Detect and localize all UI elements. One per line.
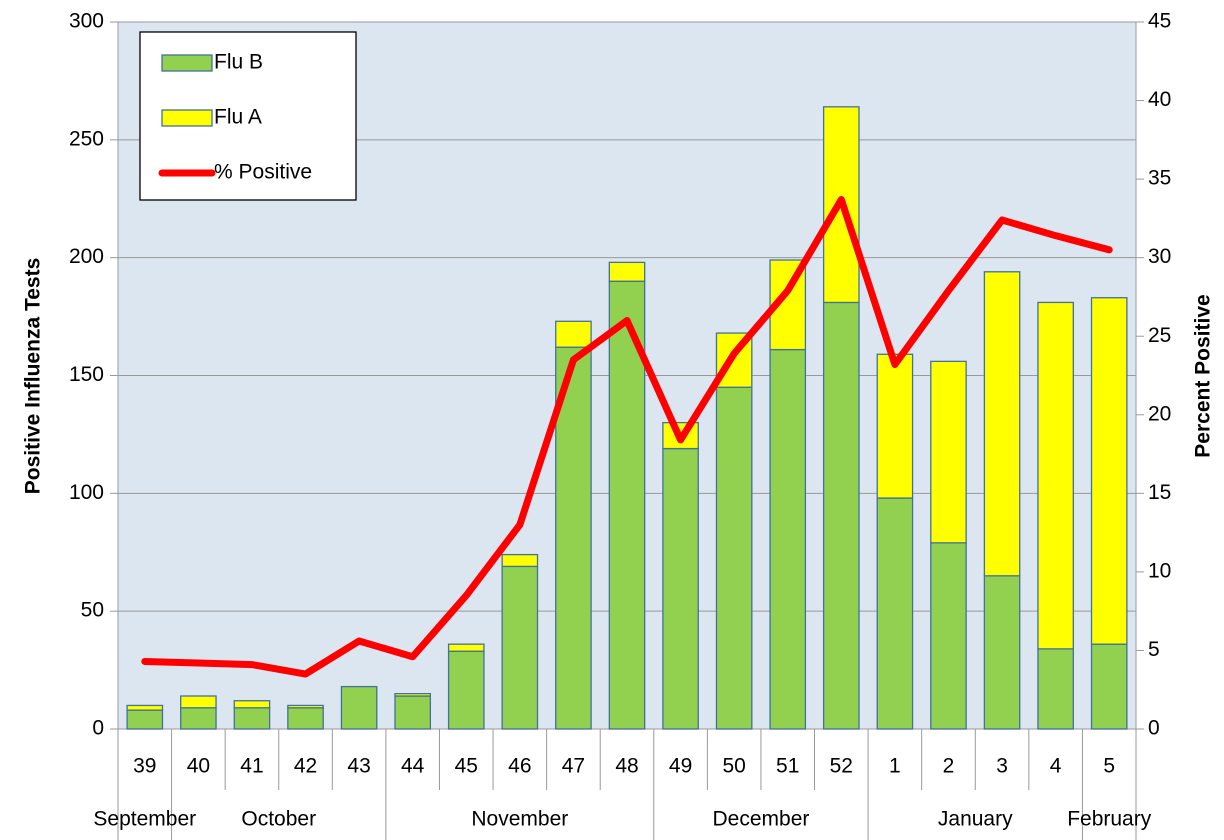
bar xyxy=(662,447,699,730)
y2-tick-label: 25 xyxy=(1148,324,1171,347)
x-tick-label: 39 xyxy=(133,755,156,778)
legend-label: Flu A xyxy=(214,106,262,129)
month-label: December xyxy=(713,808,810,831)
bar xyxy=(287,707,324,730)
x-tick-label: 51 xyxy=(776,755,799,778)
month-label: October xyxy=(241,808,316,831)
y2-tick-label: 20 xyxy=(1148,402,1171,425)
month-label: September xyxy=(93,808,196,831)
bar xyxy=(876,353,914,499)
x-tick-label: 4 xyxy=(1050,755,1062,778)
legend-swatch xyxy=(161,54,213,72)
bar xyxy=(608,280,646,730)
x-tick-label: 48 xyxy=(615,755,638,778)
y-tick-label: 200 xyxy=(69,245,104,268)
bar xyxy=(126,704,164,711)
x-tick-label: 42 xyxy=(294,755,317,778)
bar xyxy=(769,348,807,730)
bar xyxy=(555,320,592,348)
bar xyxy=(394,693,432,697)
month-label: February xyxy=(1067,808,1152,831)
bar xyxy=(983,271,1021,577)
x-tick-label: 5 xyxy=(1103,755,1115,778)
x-tick-label: 47 xyxy=(562,755,585,778)
x-tick-label: 2 xyxy=(943,755,955,778)
bar xyxy=(447,643,485,652)
y-tick-label: 100 xyxy=(69,481,104,504)
bar xyxy=(340,685,378,730)
bar xyxy=(1037,301,1074,650)
legend-label: Flu B xyxy=(214,51,263,74)
bar xyxy=(876,497,914,730)
x-tick-label: 44 xyxy=(401,755,425,778)
x-tick-label: 52 xyxy=(830,755,853,778)
legend-label: % Positive xyxy=(214,161,312,184)
bar xyxy=(180,695,217,709)
legend-swatch xyxy=(161,109,213,127)
x-tick-label: 40 xyxy=(187,755,210,778)
y2-tick-label: 15 xyxy=(1148,481,1171,504)
bar xyxy=(501,565,539,730)
bar xyxy=(715,386,753,730)
bar xyxy=(822,301,860,730)
bar xyxy=(233,700,271,709)
bar xyxy=(1090,297,1128,645)
bar xyxy=(930,542,967,730)
x-tick-label: 50 xyxy=(722,755,745,778)
bar xyxy=(1090,643,1128,730)
y-tick-label: 0 xyxy=(92,717,104,740)
y2-tick-label: 40 xyxy=(1148,88,1171,111)
line xyxy=(141,196,1113,678)
bar xyxy=(501,553,539,568)
bar xyxy=(447,650,485,730)
bar xyxy=(126,709,164,730)
x-tick-label: 43 xyxy=(347,755,370,778)
y-tick-label: 50 xyxy=(81,599,104,622)
y2-tick-label: 5 xyxy=(1148,638,1160,661)
month-label: January xyxy=(938,808,1013,831)
x-tick-label: 3 xyxy=(996,755,1008,778)
x-tick-label: 49 xyxy=(669,755,692,778)
y-tick-label: 300 xyxy=(69,10,104,33)
bar xyxy=(930,360,967,544)
y2-tick-label: 10 xyxy=(1148,559,1171,582)
y2-tick-label: 45 xyxy=(1148,10,1171,33)
y2-tick-label: 30 xyxy=(1148,245,1171,268)
x-tick-label: 1 xyxy=(889,755,901,778)
x-tick-label: 41 xyxy=(240,755,263,778)
bar xyxy=(394,695,432,730)
bar xyxy=(287,704,324,709)
bar xyxy=(233,707,271,730)
bar xyxy=(1037,648,1074,730)
y2-tick-label: 35 xyxy=(1148,167,1171,190)
x-tick-label: 46 xyxy=(508,755,531,778)
month-label: November xyxy=(471,808,568,831)
x-tick-label: 45 xyxy=(455,755,478,778)
y-axis-title: Positive Influenza Tests xyxy=(22,258,45,495)
bar xyxy=(983,575,1021,730)
y-tick-label: 150 xyxy=(69,363,104,386)
bar xyxy=(180,707,217,730)
bar xyxy=(608,261,646,282)
y-tick-label: 250 xyxy=(69,127,104,150)
y2-tick-label: 0 xyxy=(1148,717,1160,740)
y2-axis-title: Percent Positive xyxy=(1192,294,1215,457)
